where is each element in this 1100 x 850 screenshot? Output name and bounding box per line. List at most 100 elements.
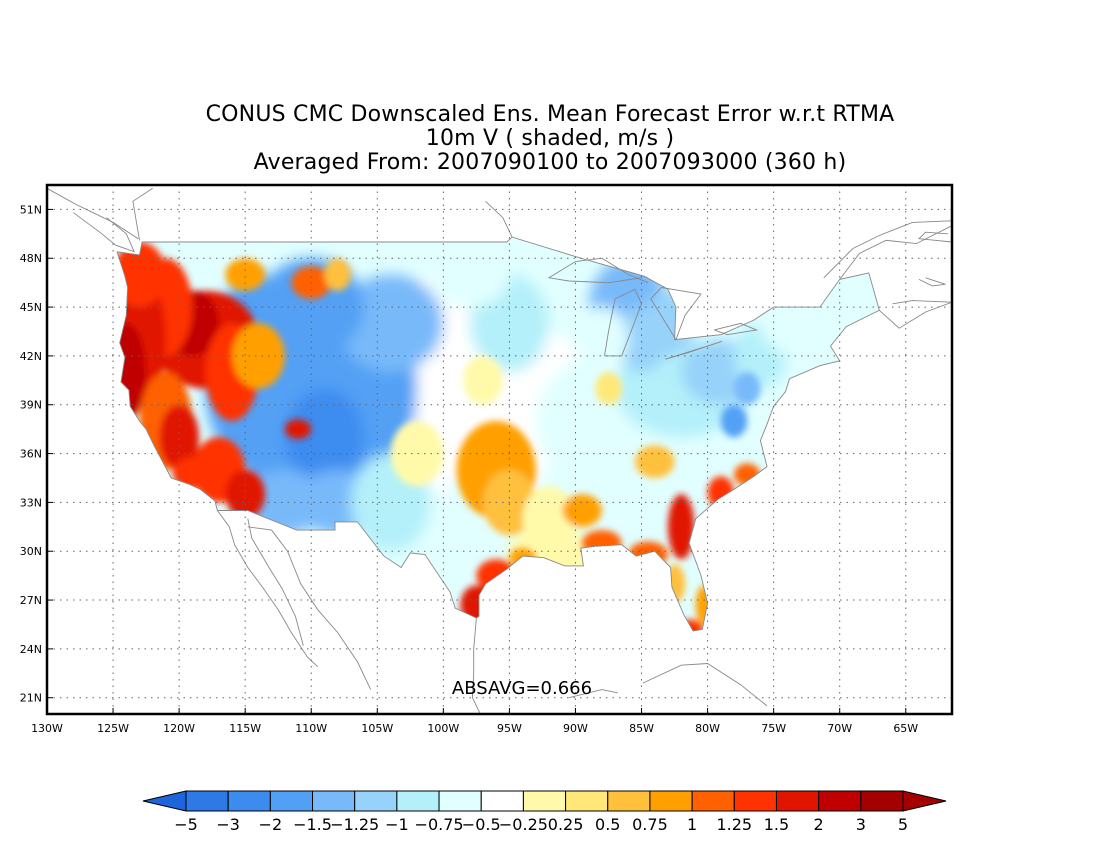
lat-label: 30N [20,545,42,558]
cuba-coast [642,663,768,707]
colorbar-label: 1 [687,815,697,834]
vancouver-island [73,212,136,253]
nova-scotia [878,300,952,329]
error-blobs-sharp [117,241,761,631]
title-line-3: Averaged From: 2007090100 to 2007093000 … [253,150,847,175]
colorbar-label: 5 [898,815,908,834]
lon-label: 85W [629,722,654,735]
error-blob [641,290,695,356]
error-blob [225,258,265,291]
mexico-east-coast [471,617,481,714]
lon-label: 80W [695,722,720,735]
colorbar-label: 1.5 [764,815,789,834]
lon-label: 90W [563,722,588,735]
error-blob [172,456,213,490]
lake-huron [650,287,702,340]
us-outline [116,236,880,632]
colorbar-label: 0.5 [595,815,620,834]
colorbar-box [649,790,693,812]
error-blob [476,559,516,592]
lon-label: 130W [31,722,63,735]
lat-label: 36N [20,448,42,461]
colorbar-box [396,790,440,812]
error-blob [695,585,712,625]
map-frame [45,183,954,716]
error-blob [117,241,166,308]
error-blob [159,404,199,470]
error-blob [634,445,675,479]
colorbar-box [691,790,735,812]
error-shading [117,237,880,631]
fraser-river [132,187,153,241]
lake-erie [665,340,723,360]
mexico-west-coast [247,526,372,690]
error-blob [707,476,734,509]
colorbar-box [354,790,398,812]
colorbar-box [522,790,567,812]
lon-label: 75W [761,722,786,735]
error-blob [734,372,761,405]
lat-label: 21N [20,692,42,705]
colorbar-box [438,790,482,812]
colorbar-box [733,790,777,812]
colorbar-box [860,790,904,812]
colorbar-label: 0.25 [548,815,584,834]
latitude-labels: 51N 48N 45N 42N 39N 36N 33N 30N 27N 24N 21N [20,203,42,704]
lon-label: 95W [497,722,522,735]
lat-label: 39N [20,399,42,412]
colorbar-arrow-low [142,790,187,812]
title-line-1: CONUS CMC Downscaled Ens. Mean Forecast … [205,102,895,127]
title-line-2: 10m V ( shaded, m/s ) [425,126,675,151]
colorbar-label: 1.25 [716,815,752,834]
lat-label: 42N [20,350,42,363]
colorbar-label: −0.5 [462,815,501,834]
colorbar-label: 3 [856,815,866,834]
lat-label: 51N [20,203,42,216]
colorbar-label: −1.25 [330,815,379,834]
error-blob [225,469,265,519]
lat-lon-grid [46,185,952,714]
lake-michigan [604,288,642,357]
lat-label: 33N [20,496,42,509]
colorbar-label: 0.75 [632,815,668,834]
error-blob [595,372,622,405]
lat-label: 27N [20,594,42,607]
error-blob [562,494,602,527]
lake-superior [547,257,649,284]
error-blob [663,564,686,604]
error-blob [575,307,629,373]
colorbar-label: −0.25 [499,815,548,834]
lon-label: 110W [295,722,327,735]
colorbar-box [185,790,229,812]
baja-east-coast [247,518,304,646]
error-blob [324,258,351,291]
st-lawrence-north [823,220,952,279]
bc-coast [47,187,139,240]
lon-label: 65W [893,722,918,735]
error-blob [667,494,695,560]
error-blob [231,323,285,389]
anticosti-island [918,231,952,243]
lon-label: 105W [361,722,393,735]
st-lawrence-south [839,225,952,280]
error-blob [430,241,510,308]
colorbar-box [312,790,356,812]
lake-winnipeg-edge [485,200,513,238]
error-blob [284,388,365,487]
colorbar-label: −0.75 [415,815,464,834]
lon-label: 70W [827,722,852,735]
colorbar-box [775,790,820,812]
longitude-labels: 130W 125W 120W 115W 110W 105W 100W 95W 90W 85W 80W… [31,722,918,735]
yucatan-coast [568,689,618,699]
error-blob [284,419,312,439]
colorbar-box [480,790,524,812]
colorbar-box [818,790,862,812]
colorbar: −5 −3 −2 −1.5−1.25 −1 −0.75−0.5−0.25 0.25 0.5 0.… [142,790,947,834]
pei [918,277,946,287]
colorbar-box [607,790,651,812]
colorbar-label: −1.5 [293,815,332,834]
lon-label: 120W [163,722,195,735]
colorbar-label: −5 [174,815,198,834]
